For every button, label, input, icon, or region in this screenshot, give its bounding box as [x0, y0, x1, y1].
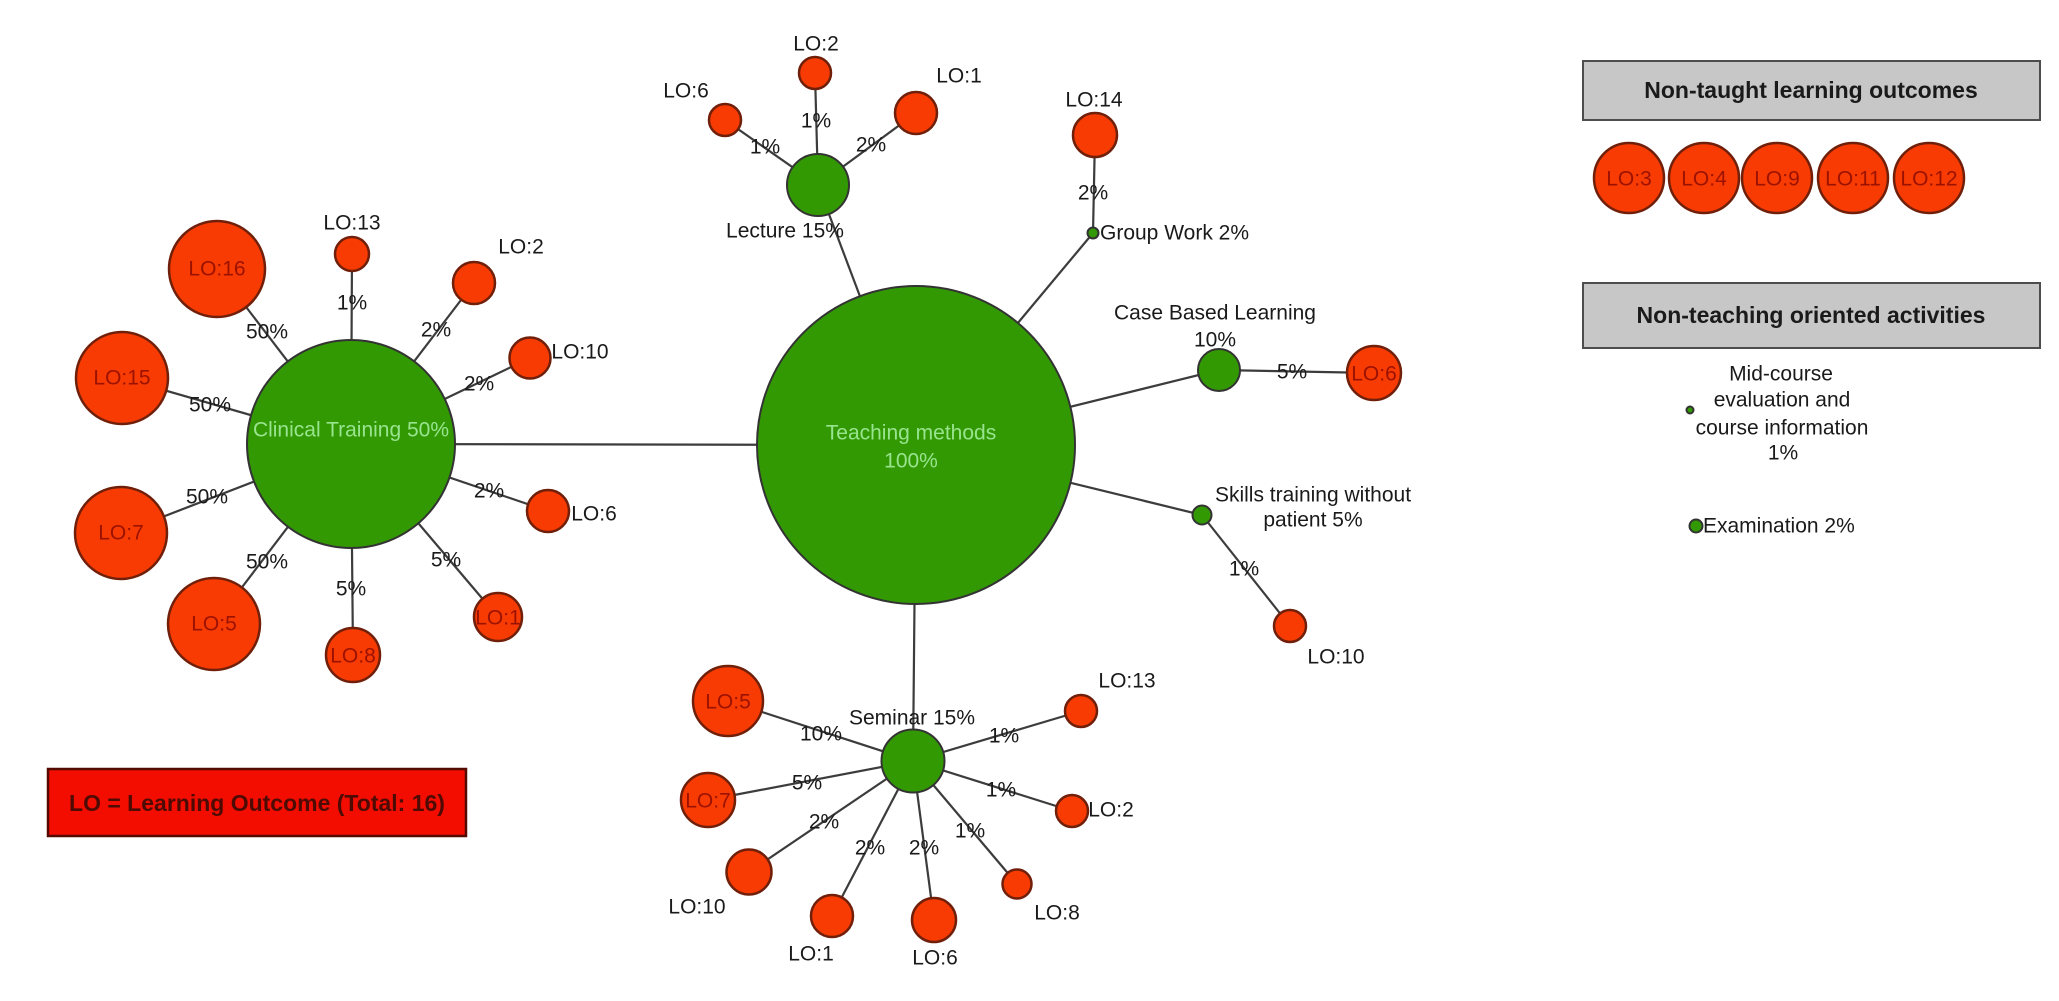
svg-text:LO:13: LO:13 — [1098, 670, 1155, 693]
svg-text:2%: 2% — [1078, 182, 1108, 205]
svg-text:Case Based Learning: Case Based Learning — [1114, 302, 1316, 325]
svg-text:Seminar 15%: Seminar 15% — [849, 707, 975, 730]
svg-text:1%: 1% — [1229, 558, 1259, 581]
svg-text:50%: 50% — [189, 394, 231, 417]
svg-text:LO:13: LO:13 — [323, 212, 380, 235]
svg-text:LO:6: LO:6 — [912, 947, 958, 970]
svg-text:10%: 10% — [800, 723, 842, 746]
svg-text:LO:6: LO:6 — [1351, 363, 1397, 386]
svg-text:LO:12: LO:12 — [1900, 168, 1957, 191]
svg-text:100%: 100% — [884, 450, 938, 473]
svg-text:Group Work 2%: Group Work 2% — [1100, 222, 1249, 245]
svg-text:1%: 1% — [955, 820, 985, 843]
svg-text:1%: 1% — [989, 725, 1019, 748]
svg-text:LO:4: LO:4 — [1681, 168, 1727, 191]
svg-text:50%: 50% — [246, 321, 288, 344]
svg-text:5%: 5% — [1277, 361, 1307, 384]
svg-text:LO:10: LO:10 — [668, 896, 725, 919]
svg-text:LO:1: LO:1 — [788, 943, 834, 966]
svg-text:LO:6: LO:6 — [663, 80, 709, 103]
svg-text:LO:7: LO:7 — [685, 790, 731, 813]
svg-text:5%: 5% — [336, 578, 366, 601]
svg-text:LO:7: LO:7 — [98, 522, 144, 545]
svg-text:LO:2: LO:2 — [793, 33, 839, 56]
svg-text:5%: 5% — [792, 772, 822, 795]
svg-text:LO:1: LO:1 — [936, 65, 982, 88]
svg-text:patient 5%: patient 5% — [1263, 509, 1362, 532]
svg-text:2%: 2% — [809, 811, 839, 834]
svg-text:course information: course information — [1696, 417, 1869, 440]
svg-text:2%: 2% — [855, 837, 885, 860]
svg-text:2%: 2% — [856, 134, 886, 157]
svg-text:LO:8: LO:8 — [1034, 902, 1080, 925]
svg-text:1%: 1% — [750, 136, 780, 159]
svg-text:Clinical Training 50%: Clinical Training 50% — [253, 419, 449, 442]
svg-text:LO:10: LO:10 — [551, 341, 608, 364]
svg-text:2%: 2% — [909, 837, 939, 860]
svg-text:10%: 10% — [1194, 329, 1236, 352]
svg-text:LO:2: LO:2 — [498, 236, 544, 259]
svg-text:LO:3: LO:3 — [1606, 168, 1652, 191]
svg-text:LO:14: LO:14 — [1065, 89, 1123, 112]
svg-text:Skills training without: Skills training without — [1215, 484, 1411, 507]
svg-text:LO:10: LO:10 — [1307, 646, 1364, 669]
svg-text:LO:6: LO:6 — [571, 503, 617, 526]
svg-text:LO:8: LO:8 — [330, 645, 376, 668]
svg-text:LO:11: LO:11 — [1825, 168, 1881, 191]
svg-text:Examination 2%: Examination 2% — [1703, 515, 1855, 538]
svg-text:Non-taught learning outcomes: Non-taught learning outcomes — [1644, 77, 1978, 103]
svg-text:LO = Learning Outcome (Total:: LO = Learning Outcome (Total: 16) — [69, 790, 445, 816]
svg-text:2%: 2% — [474, 480, 504, 503]
svg-text:5%: 5% — [431, 549, 461, 572]
svg-text:LO:9: LO:9 — [1754, 168, 1800, 191]
svg-text:LO:5: LO:5 — [705, 691, 751, 714]
svg-text:LO:1: LO:1 — [475, 607, 521, 630]
svg-text:2%: 2% — [464, 373, 494, 396]
svg-text:1%: 1% — [801, 110, 831, 133]
svg-text:50%: 50% — [246, 551, 288, 574]
svg-text:LO:16: LO:16 — [188, 258, 245, 281]
svg-text:Teaching methods: Teaching methods — [826, 422, 996, 445]
svg-text:LO:5: LO:5 — [191, 613, 237, 636]
svg-text:1%: 1% — [337, 292, 367, 315]
svg-text:Lecture 15%: Lecture 15% — [726, 220, 844, 243]
svg-text:50%: 50% — [186, 486, 228, 509]
svg-text:LO:15: LO:15 — [93, 367, 150, 390]
svg-text:1%: 1% — [986, 779, 1016, 802]
svg-text:evaluation and: evaluation and — [1714, 389, 1851, 412]
svg-text:2%: 2% — [421, 319, 451, 342]
svg-text:LO:2: LO:2 — [1088, 799, 1134, 822]
svg-text:1%: 1% — [1768, 442, 1798, 465]
svg-text:Mid-course: Mid-course — [1729, 363, 1833, 386]
svg-text:Non-teaching oriented activiti: Non-teaching oriented activities — [1637, 302, 1986, 328]
